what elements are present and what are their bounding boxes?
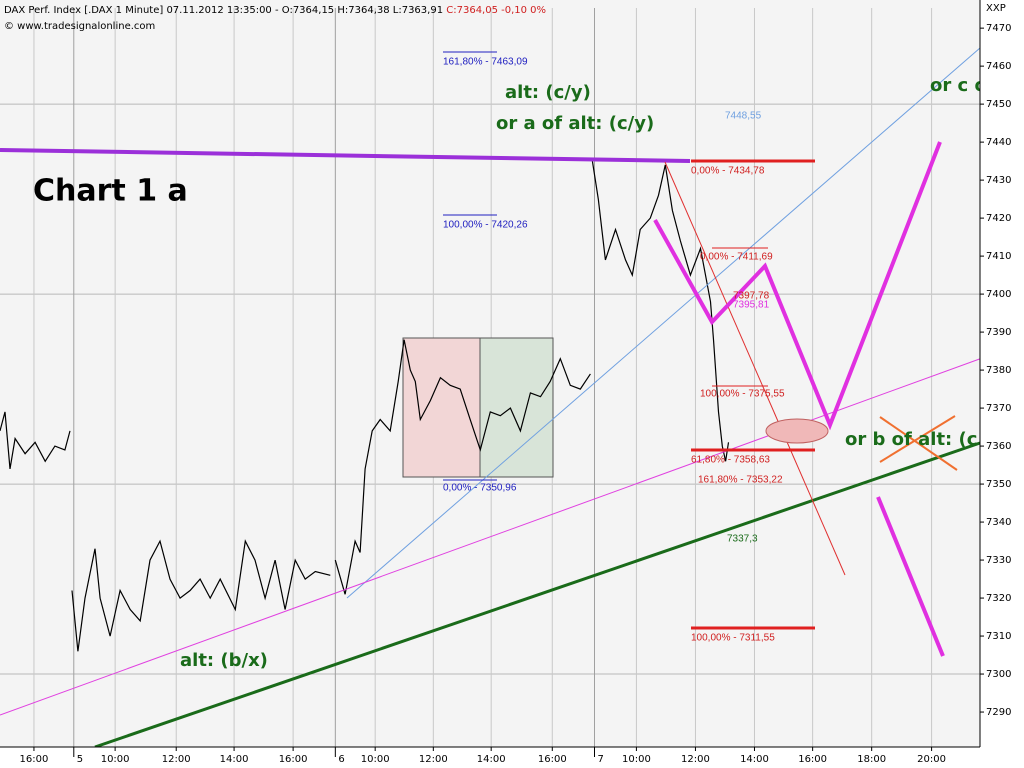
y-tick-label: 7410 <box>986 251 1011 262</box>
wave-label: or a of alt: (c/y) <box>496 113 654 134</box>
wave-label: or b of alt: (c <box>845 429 977 450</box>
cross-mark <box>879 416 958 471</box>
y-tick-label: 7450 <box>986 99 1011 110</box>
x-tick-label: 16:00 <box>798 754 827 765</box>
fib-label: 100,00% - 7375,55 <box>700 389 785 400</box>
x-tick-label: 14:00 <box>220 754 249 765</box>
wave-label: alt: (b/x) <box>180 650 268 671</box>
y-tick-label: 7390 <box>986 327 1011 338</box>
y-tick-label: 7290 <box>986 707 1011 718</box>
fib-label: 0,00% - 7350,96 <box>443 483 517 494</box>
y-tick-label: 7370 <box>986 403 1011 414</box>
target-zone <box>765 418 829 444</box>
x-tick-label: 10:00 <box>101 754 130 765</box>
y-tick-label: 7330 <box>986 555 1011 566</box>
fib-label: 161,80% - 7353,22 <box>698 475 783 486</box>
fib-label: 100,00% - 7311,55 <box>691 633 775 644</box>
price-series <box>0 161 730 652</box>
y-tick-label: 7400 <box>986 289 1011 300</box>
x-axis-panel <box>0 747 980 768</box>
x-tick-label: 20:00 <box>917 754 946 765</box>
wave-label: or c o <box>930 75 987 96</box>
fib-label: 0,00% - 7434,78 <box>691 166 765 177</box>
trend-line <box>0 148 691 163</box>
price-label: 7395,81 <box>733 300 770 311</box>
fib-label: 0,00% - 7411,69 <box>700 252 773 263</box>
y-tick-label: 7420 <box>986 213 1011 224</box>
y-axis-panel <box>980 0 1024 768</box>
y-tick-label: 7320 <box>986 593 1011 604</box>
x-tick-label: 14:00 <box>477 754 506 765</box>
y-tick-label: 7470 <box>986 23 1011 34</box>
title-main: DAX Perf. Index [.DAX 1 Minute] 07.11.20… <box>4 5 443 16</box>
price-label: 7448,55 <box>725 111 762 122</box>
x-tick-label: 5 <box>77 754 83 765</box>
x-tick-label: 14:00 <box>740 754 769 765</box>
x-tick-label: 12:00 <box>419 754 448 765</box>
y-tick-label: 7350 <box>986 479 1011 490</box>
range-box <box>402 337 481 478</box>
y-tick-label: 7310 <box>986 631 1011 642</box>
y-tick-label: 7430 <box>986 175 1011 186</box>
y-tick-label: 7460 <box>986 61 1011 72</box>
y-tick-label: 7300 <box>986 669 1011 680</box>
x-tick-label: 16:00 <box>20 754 49 765</box>
y-tick-label: 7380 <box>986 365 1011 376</box>
trend-line <box>346 47 981 599</box>
y-tick-label: 7360 <box>986 441 1011 452</box>
x-tick-label: 18:00 <box>857 754 886 765</box>
wave-path <box>653 141 942 431</box>
y-axis-label: XXP <box>986 3 1006 14</box>
fib-label: 100,00% - 7420,26 <box>443 220 528 231</box>
trend-line <box>664 161 846 576</box>
grid <box>0 8 980 747</box>
price-label: 7337,3 <box>727 534 758 545</box>
fib-label: 61,80% - 7358,63 <box>691 455 770 466</box>
wave-path <box>876 496 945 657</box>
chart-label: Chart 1 a <box>33 174 188 209</box>
title-change: C:7364,05 -0,10 0% <box>446 5 546 16</box>
x-tick-label: 10:00 <box>622 754 651 765</box>
x-tick-label: 6 <box>338 754 344 765</box>
cross-mark <box>879 415 956 463</box>
price-label: 7397,78 <box>733 291 770 302</box>
source: © www.tradesignalonline.com <box>4 21 155 32</box>
x-tick-label: 12:00 <box>162 754 191 765</box>
x-tick-label: 16:00 <box>538 754 567 765</box>
x-tick-label: 7 <box>597 754 603 765</box>
x-tick-label: 16:00 <box>279 754 308 765</box>
y-tick-label: 7340 <box>986 517 1011 528</box>
price-line <box>0 161 730 652</box>
y-tick-label: 7440 <box>986 137 1011 148</box>
range-box <box>479 337 554 478</box>
fib-label: 161,80% - 7463,09 <box>443 57 528 68</box>
wave-label: alt: (c/y) <box>505 82 591 103</box>
trend-line <box>94 441 981 749</box>
x-tick-label: 12:00 <box>681 754 710 765</box>
x-tick-label: 10:00 <box>361 754 390 765</box>
chart-title: DAX Perf. Index [.DAX 1 Minute] 07.11.20… <box>4 5 546 16</box>
axis-ticks: 7290 7300 7310 7320 7330 7340 7350 7360 7370 7380… <box>20 23 1012 765</box>
trend-line <box>0 356 986 716</box>
